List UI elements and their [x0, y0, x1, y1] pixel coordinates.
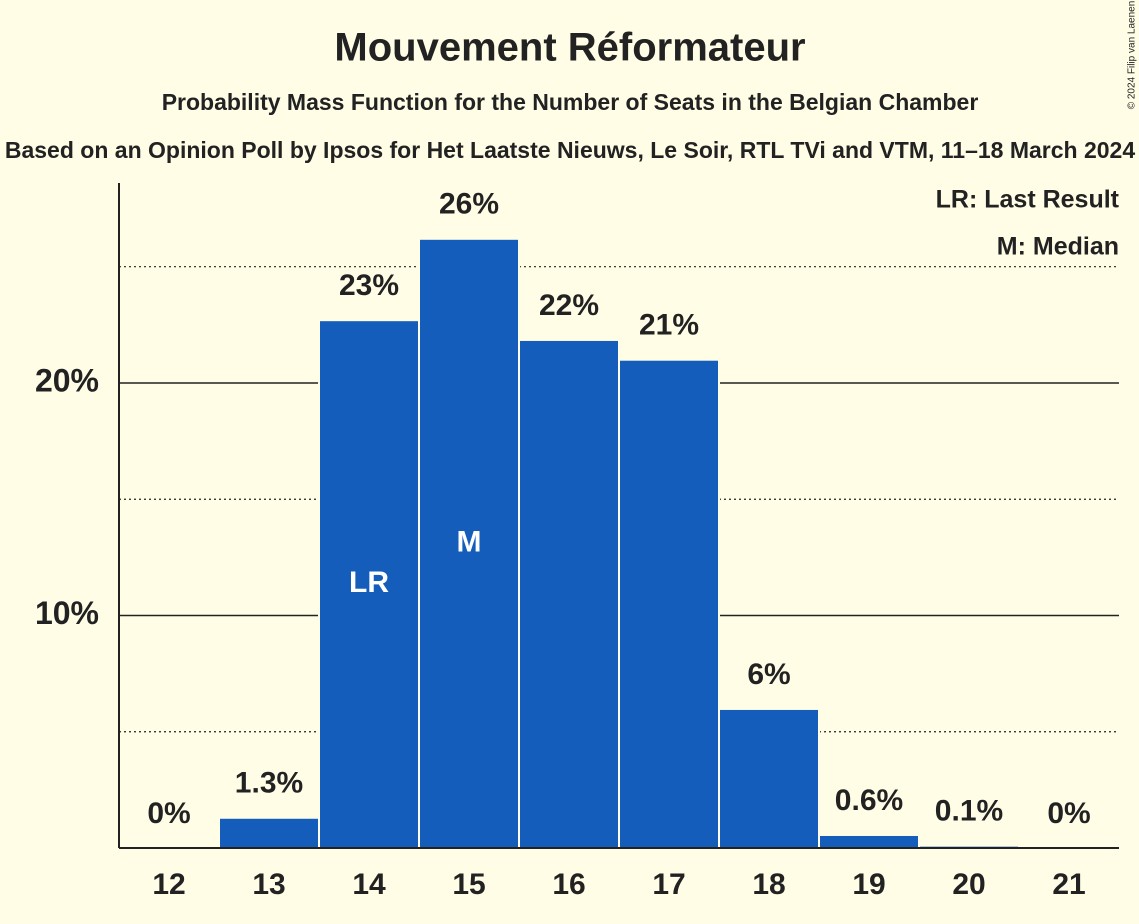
bar — [618, 358, 720, 849]
chart-subtitle: Probability Mass Function for the Number… — [162, 89, 979, 115]
bar — [418, 237, 520, 849]
x-tick-label: 13 — [252, 868, 285, 901]
value-label: 23% — [339, 269, 399, 302]
value-label: 0% — [147, 797, 190, 830]
value-label: 0.1% — [935, 795, 1003, 828]
x-tick-label: 19 — [852, 868, 885, 901]
copyright: © 2024 Filip van Laenen — [1127, 1, 1138, 110]
legend-text: LR: Last Result — [936, 186, 1120, 214]
y-tick-label: 20% — [35, 362, 99, 398]
value-label: 21% — [639, 309, 699, 342]
x-tick-label: 16 — [552, 868, 585, 901]
bar — [218, 816, 320, 849]
x-tick-label: 12 — [152, 868, 185, 901]
bar-marker: LR — [349, 566, 389, 599]
bar — [518, 338, 620, 849]
x-tick-label: 17 — [652, 868, 685, 901]
x-tick-label: 21 — [1052, 868, 1085, 901]
chart-subtitle: Based on an Opinion Poll by Ipsos for He… — [5, 137, 1135, 163]
bar — [818, 833, 920, 849]
x-tick-label: 15 — [452, 868, 485, 901]
value-label: 0.6% — [835, 784, 903, 817]
value-label: 6% — [747, 658, 790, 691]
legend-text: M: Median — [997, 233, 1119, 261]
x-tick-label: 18 — [752, 868, 785, 901]
value-label: 0% — [1047, 797, 1090, 830]
value-label: 26% — [439, 188, 499, 221]
chart-title: Mouvement Réformateur — [334, 26, 805, 70]
x-tick-label: 14 — [352, 868, 386, 901]
value-label: 1.3% — [235, 767, 303, 800]
y-tick-label: 10% — [35, 595, 99, 631]
bar-marker: M — [457, 525, 482, 558]
bar — [718, 707, 820, 849]
x-tick-label: 20 — [952, 868, 985, 901]
value-label: 22% — [539, 289, 599, 322]
